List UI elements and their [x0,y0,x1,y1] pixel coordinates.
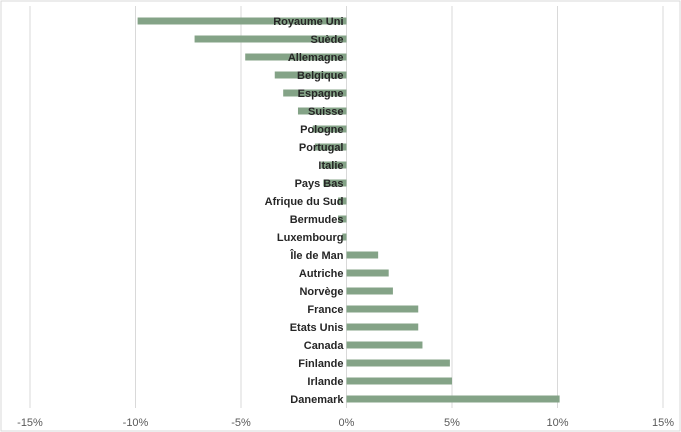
x-axis-tick-labels: -15% -10% -5% 0% 5% 10% 15% [17,417,674,429]
category-label: Île de Man [289,249,343,262]
gridlines [29,6,664,408]
x-tick-label: 5% [444,417,460,429]
bar [342,233,347,241]
category-label: Bermudes [290,214,344,226]
category-labels: Royaume Uni Suède Allemagne Belgique Espagne… [265,16,345,406]
bar [323,179,347,187]
category-label: Luxembourg [277,232,344,244]
category-label: Suisse [308,106,343,118]
x-tick-label: 0% [339,417,355,429]
bar [338,197,347,205]
category-label: Allemagne [288,52,344,64]
bar [194,35,347,43]
bar [137,17,347,25]
category-label: Belgique [297,70,343,82]
category-label: Espagne [298,88,344,100]
bar [274,71,347,79]
x-tick-label: 15% [652,417,674,429]
bar [346,323,419,331]
bar [346,305,419,313]
category-label: Etats Unis [290,322,344,334]
category-label: Danemark [290,394,344,406]
category-label: Afrique du Sud [265,196,344,208]
category-label: Irlande [307,376,343,388]
bar [346,377,452,385]
bar [346,251,379,259]
x-tick-label: -5% [231,417,251,429]
category-label: Autriche [299,268,344,280]
bar [283,89,347,97]
category-label: Pologne [300,124,343,136]
bar [297,107,347,115]
bar [312,125,347,133]
bar [321,161,347,169]
bar [338,215,347,223]
category-label: Norvège [299,286,343,298]
category-label: Finlande [298,358,343,370]
bar [346,341,423,349]
x-tick-label: 10% [546,417,568,429]
bar [314,143,347,151]
category-label: France [307,304,343,316]
bar [346,359,450,367]
x-tick-label: -15% [17,417,43,429]
bar [346,395,560,403]
category-label: Royaume Uni [273,16,343,28]
category-label: Canada [304,340,345,352]
bar [346,269,389,277]
bar [346,287,393,295]
category-label: Suède [310,34,343,46]
category-label: Pays Bas [295,178,344,190]
category-label: Portugal [299,142,344,154]
category-label: Italie [318,160,343,172]
x-tick-label: -10% [123,417,149,429]
bars [137,17,560,403]
bar [245,53,347,61]
